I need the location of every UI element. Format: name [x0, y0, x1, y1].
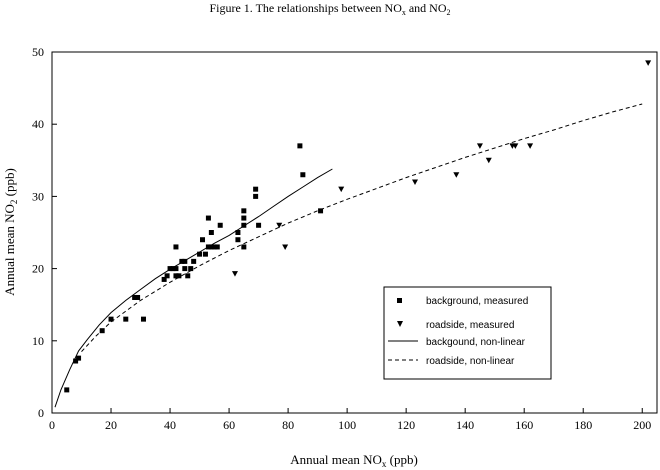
roadside-measured-point — [412, 179, 418, 185]
roadside-measured-point — [645, 60, 652, 66]
background-measured-point — [202, 251, 208, 257]
y-tick-label: 40 — [32, 117, 44, 131]
background-measured-point — [64, 387, 70, 393]
roadside-measured-point — [282, 244, 289, 250]
roadside-measured-point — [485, 157, 492, 164]
background-measured-point — [217, 222, 223, 228]
y-axis-label: Annual mean NO2 (ppb) — [2, 168, 19, 296]
background-measured-point — [182, 258, 188, 264]
legend-marker-roadside-measured — [397, 321, 403, 327]
background-measured-point — [200, 237, 206, 243]
background-measured-point — [235, 230, 241, 235]
roadside-nonlinear-curve — [81, 103, 643, 352]
x-axis: 0 20 40 60 80 100 120 140 160 180 200 — [49, 408, 651, 432]
background-measured-point — [208, 230, 214, 235]
x-tick-label: 40 — [164, 418, 176, 432]
background-measured-point — [161, 276, 167, 282]
background-measured-point — [191, 258, 197, 264]
background-measured-point — [132, 294, 138, 300]
background-measured-point — [253, 193, 259, 199]
legend-label-background-measured: background, measured — [426, 296, 528, 307]
x-tick-label: 60 — [223, 418, 235, 432]
background-measured-point — [205, 215, 211, 221]
x-axis-label: Annual mean NOx (ppb) — [290, 452, 418, 469]
background-measured-point — [208, 244, 214, 250]
background-measured-point — [300, 172, 306, 178]
y-tick-label: 30 — [32, 189, 44, 203]
legend: background, measured roadside, measured … — [383, 286, 552, 380]
background-measured-point — [176, 273, 182, 279]
background-measured-point — [140, 316, 146, 322]
background-measured-point — [173, 266, 179, 272]
x-tick-label: 0 — [49, 418, 55, 432]
roadside-measured-point — [276, 222, 283, 229]
background-measured-point — [135, 294, 141, 300]
x-tick-label: 80 — [282, 418, 294, 432]
background-measured-point — [170, 266, 176, 272]
x-tick-label: 180 — [574, 418, 592, 432]
background-measured-point — [241, 215, 247, 221]
background-measured-point — [318, 208, 324, 214]
legend-label-roadside-measured: roadside, measured — [426, 320, 514, 331]
y-tick-label: 0 — [38, 406, 44, 420]
roadside-measured-point — [338, 186, 345, 193]
background-nonlinear-curve — [54, 168, 333, 408]
background-measured-point — [185, 273, 191, 279]
figure-title: Figure 1. The relationships between NOx … — [209, 1, 450, 17]
background-measured-point — [167, 266, 173, 272]
background-measured-point — [241, 208, 247, 214]
y-tick-label: 20 — [32, 262, 44, 276]
x-tick-label: 120 — [397, 418, 415, 432]
background-measured-point — [188, 266, 194, 272]
roadside-measured-point — [527, 143, 534, 149]
background-measured-point — [179, 258, 185, 264]
background-measured-point — [241, 244, 247, 250]
background-measured-point — [173, 273, 179, 279]
x-tick-label: 200 — [633, 418, 651, 432]
x-tick-label: 140 — [456, 418, 474, 432]
background-measured-point — [253, 186, 259, 192]
x-tick-label: 20 — [105, 418, 117, 432]
roadside-measured-point — [453, 172, 460, 178]
y-tick-label: 10 — [32, 334, 44, 348]
background-measured-point — [76, 355, 82, 361]
legend-label-roadside-nonlinear: roadside, non-linear — [426, 356, 515, 367]
background-measured-point — [182, 266, 188, 272]
background-measured-point — [241, 222, 247, 228]
x-tick-label: 100 — [338, 418, 356, 432]
background-measured-point — [256, 222, 262, 228]
x-tick-label: 160 — [515, 418, 533, 432]
legend-label-background-nonlinear: backgound, non-linear — [426, 337, 526, 348]
background-measured-point — [173, 244, 179, 250]
y-tick-label: 50 — [32, 45, 44, 59]
roadside-measured-point — [512, 143, 519, 149]
y-axis: 0 10 20 30 40 50 — [32, 45, 57, 420]
legend-box — [383, 286, 552, 380]
series-layer — [54, 60, 652, 408]
roadside-measured-point — [231, 271, 238, 277]
background-measured-point — [108, 316, 114, 322]
background-measured-point — [214, 244, 220, 250]
background-measured-point — [297, 143, 303, 149]
background-measured-point — [197, 251, 203, 257]
background-measured-point — [235, 237, 241, 243]
background-measured-point — [164, 273, 170, 279]
plot-frame — [51, 51, 658, 414]
background-measured-point — [123, 316, 129, 322]
background-measured-point — [73, 358, 79, 364]
roadside-measured-point — [476, 143, 483, 149]
background-measured-point — [211, 244, 217, 250]
legend-marker-background-measured — [397, 298, 402, 303]
